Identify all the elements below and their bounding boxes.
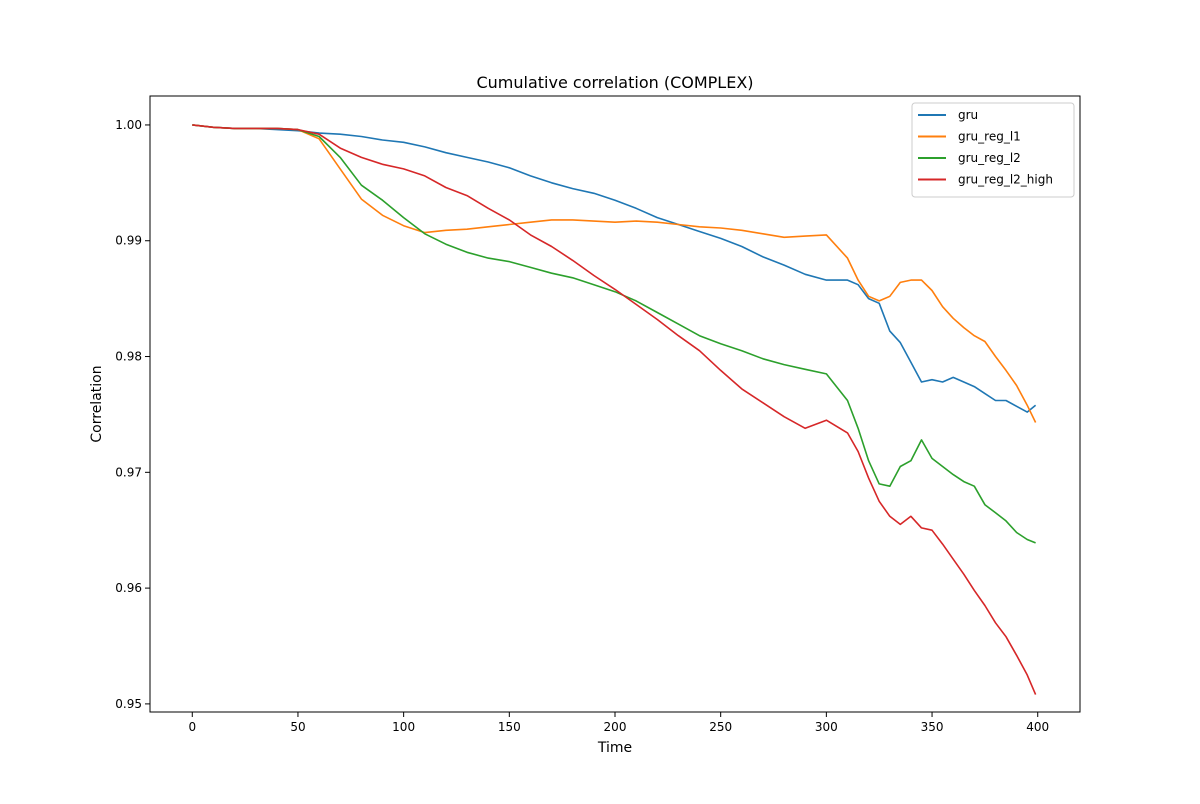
y-tick-label: 0.95 (115, 697, 142, 711)
legend-label: gru_reg_l1 (958, 130, 1021, 144)
x-tick-label: 350 (921, 720, 944, 734)
legend-label: gru_reg_l2 (958, 151, 1021, 165)
series-line-gru_reg_l2_high (192, 124, 1037, 695)
x-tick-label: 300 (815, 720, 838, 734)
x-tick-label: 200 (604, 720, 627, 734)
x-tick-label: 0 (188, 720, 196, 734)
series-lines (192, 124, 1037, 695)
legend-label: gru_reg_l2_high (958, 173, 1053, 187)
x-axis-ticks: 0 50 100 150 200 250 300 350 400 (188, 712, 1049, 734)
x-axis-label: Time (597, 740, 632, 756)
legend-box (911, 102, 1075, 198)
y-tick-label: 0.96 (115, 581, 142, 595)
legend-label: gru (958, 108, 978, 122)
x-tick-label: 100 (392, 720, 415, 734)
chart-title: Cumulative correlation (COMPLEX) (476, 73, 753, 92)
x-tick-label: 50 (290, 720, 305, 734)
y-tick-label: 0.99 (115, 234, 142, 248)
series-line-gru_reg_l1 (192, 124, 1037, 423)
y-axis-label: Correlation (89, 365, 105, 442)
x-tick-label: 250 (709, 720, 732, 734)
legend: gru gru_reg_l1 gru_reg_l2 gru_reg_l2_high (911, 102, 1075, 198)
series-line-gru_reg_l2 (192, 124, 1036, 544)
y-axis-ticks: 0.95 0.96 0.97 0.98 0.99 1.00 (115, 118, 150, 711)
y-tick-label: 0.98 (115, 350, 142, 364)
x-tick-label: 150 (498, 720, 521, 734)
series-line-gru (192, 124, 1037, 413)
y-tick-label: 0.97 (115, 465, 142, 479)
x-tick-label: 400 (1026, 720, 1049, 734)
y-tick-label: 1.00 (115, 118, 142, 132)
